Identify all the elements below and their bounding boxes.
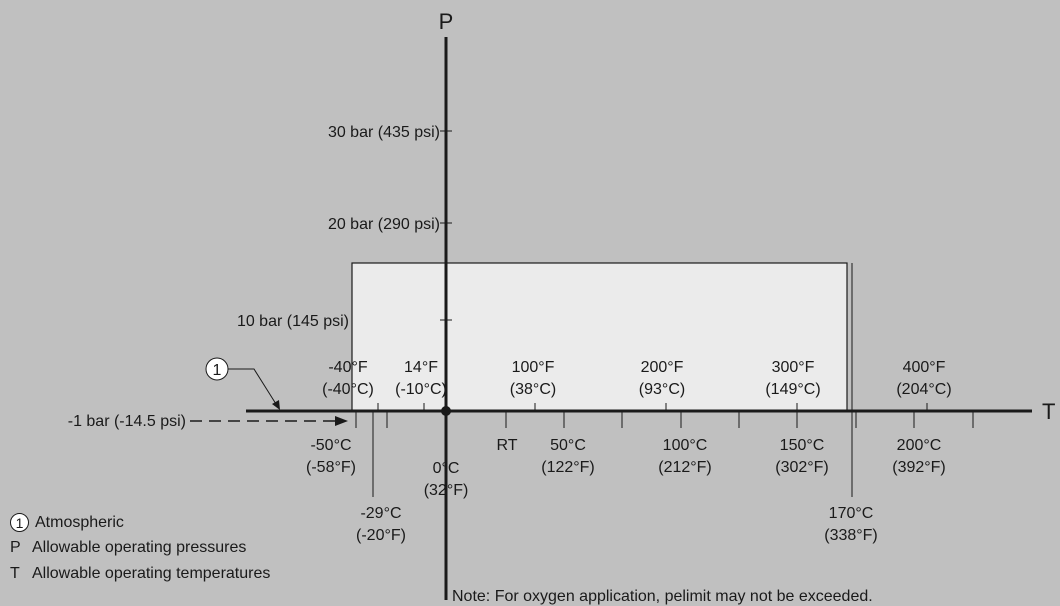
legend-text: Allowable operating temperatures [32,565,271,582]
bottom-temp-label-sub: (338°F) [824,527,878,544]
top-temp-label-sub: (-10°C) [395,381,447,398]
arrow-head-icon [335,416,348,426]
bottom-temp-label: -29°C [360,505,401,522]
bottom-temp-label-sub: (32°F) [424,482,469,499]
footnote: Note: For oxygen application, pelimit ma… [452,588,873,605]
callout-leader [228,368,277,405]
callout-number: 1 [213,362,222,379]
top-temp-label: 200°F [641,359,684,376]
bottom-temp-label-sub: (-58°F) [306,459,356,476]
bottom-temp-label: 0°C [433,460,460,477]
legend-key: P [10,539,21,556]
top-temp-label: 100°F [512,359,555,376]
bottom-temp-label: 170°C [829,505,874,522]
bottom-temp-label: 100°C [663,437,708,454]
pressure-label-30bar: 30 bar (435 psi) [328,124,440,141]
bottom-temp-label-sub: (212°F) [658,459,712,476]
legend-item-pressure: P Allowable operating pressures [10,540,246,556]
callout-arrow-icon [272,400,280,410]
pressure-label-20bar: 20 bar (290 psi) [328,216,440,233]
top-temp-label-sub: (204°C) [896,381,951,398]
pressure-label-atmospheric: -1 bar (-14.5 psi) [68,413,186,430]
legend-item-atmospheric: 1 Atmospheric [10,513,124,532]
bottom-temp-label-rt: RT [496,437,517,454]
legend-key: T [10,565,20,582]
bottom-temp-label-sub: (392°F) [892,459,946,476]
allowable-operating-region [351,262,848,412]
legend-text: Allowable operating pressures [32,539,247,556]
top-temp-label: -40°F [328,359,368,376]
bottom-temp-label-sub: (-20°F) [356,527,406,544]
top-temp-label-sub: (38°C) [510,381,556,398]
top-temp-label: 300°F [772,359,815,376]
origin-point [441,406,451,416]
top-temp-label-sub: (93°C) [639,381,685,398]
bottom-temp-label-sub: (122°F) [541,459,595,476]
legend-callout-circle: 1 [10,513,29,532]
top-temp-label-sub: (-40°C) [322,381,374,398]
bottom-temp-label: 50°C [550,437,586,454]
pressure-label-10bar: 10 bar (145 psi) [237,313,349,330]
bottom-temp-label: 200°C [897,437,942,454]
bottom-temp-label: -50°C [310,437,351,454]
top-temp-label: 14°F [404,359,438,376]
top-temp-label: 400°F [903,359,946,376]
bottom-temp-label-sub: (302°F) [775,459,829,476]
legend-item-temperature: T Allowable operating temperatures [10,566,270,582]
top-temp-label-sub: (149°C) [765,381,820,398]
legend-text: Atmospheric [35,513,124,531]
temperature-axis-title: T [1042,399,1055,424]
bottom-temp-label: 150°C [780,437,825,454]
pressure-axis-title: P [439,9,454,34]
